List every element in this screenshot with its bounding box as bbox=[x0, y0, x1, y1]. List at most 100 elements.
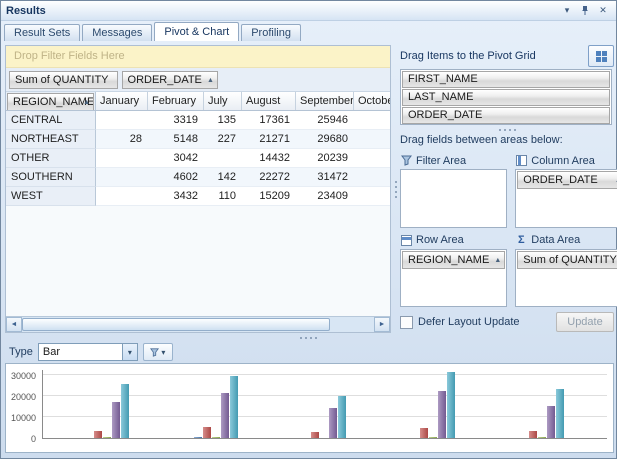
vertical-splitter[interactable] bbox=[392, 45, 399, 333]
chart-bar-september bbox=[338, 395, 347, 438]
data-cell: 17361 bbox=[242, 111, 296, 130]
data-cell: 227 bbox=[204, 130, 242, 149]
row-area-box[interactable]: REGION_NAME ▲ bbox=[400, 248, 508, 307]
chart-bar-february bbox=[202, 427, 211, 438]
data-area: Σ Data Area Sum of QUANTITY bbox=[515, 232, 617, 307]
panel-title: Results bbox=[6, 4, 46, 17]
horizontal-scrollbar[interactable]: ◄ ► bbox=[6, 316, 390, 332]
chart-filter-button[interactable]: ▾ bbox=[142, 343, 173, 361]
row-header-other[interactable]: OTHER bbox=[6, 149, 96, 168]
data-cell: 14432 bbox=[242, 149, 296, 168]
row-header-central[interactable]: CENTRAL bbox=[6, 111, 96, 130]
data-cell: 5148 bbox=[148, 130, 204, 149]
column-header-august[interactable]: August bbox=[242, 92, 296, 110]
pin-icon[interactable] bbox=[577, 3, 593, 18]
chart-bar-july bbox=[211, 437, 220, 438]
row-field-button[interactable]: REGION_NAME ▲ bbox=[7, 93, 94, 110]
combo-dropdown-icon[interactable]: ▾ bbox=[121, 344, 137, 360]
y-axis-label: 10000 bbox=[10, 413, 36, 423]
data-cell: 3042 bbox=[148, 149, 204, 168]
pivot-header-row: REGION_NAME ▲ January February July August Sep… bbox=[6, 92, 390, 111]
column-header-october[interactable]: October bbox=[354, 92, 390, 110]
field-item-order-date[interactable]: ORDER_DATE bbox=[402, 107, 610, 124]
grid-icon bbox=[595, 50, 607, 62]
row-area-label: Row Area bbox=[416, 234, 464, 246]
menu-arrow-icon[interactable]: ▾ bbox=[564, 5, 570, 15]
y-axis-label: 20000 bbox=[10, 392, 36, 402]
data-cell bbox=[96, 111, 148, 130]
column-area-box[interactable]: ORDER_DATE▲ bbox=[515, 169, 617, 228]
pivot-fields-row: Sum of QUANTITY ORDER_DATE ▲ bbox=[6, 68, 390, 92]
data-area-label: Data Area bbox=[531, 234, 581, 246]
filter-area: Filter Area bbox=[400, 152, 508, 228]
data-cell bbox=[96, 187, 148, 206]
chart-type-select[interactable]: Bar ▾ bbox=[37, 343, 138, 361]
row-header-northeast[interactable]: NORTHEAST bbox=[6, 130, 96, 149]
chart-bar-september bbox=[120, 383, 129, 438]
chart-bar-september bbox=[229, 375, 238, 438]
panel-titlebar: Results ▾ ✕ bbox=[1, 1, 616, 21]
tab-strip: Result Sets Messages Pivot & Chart Profilin… bbox=[1, 21, 616, 41]
gridline bbox=[43, 416, 607, 417]
chart-bar-september bbox=[447, 371, 456, 438]
data-field-button[interactable]: Sum of QUANTITY bbox=[9, 71, 118, 89]
chart-bar-august bbox=[329, 407, 338, 438]
row-header-west[interactable]: WEST bbox=[6, 187, 96, 206]
data-cell: 29680 bbox=[296, 130, 354, 149]
tab-messages[interactable]: Messages bbox=[82, 24, 153, 41]
close-icon[interactable]: ✕ bbox=[599, 5, 607, 15]
drag-areas-label: Drag fields between areas below: bbox=[400, 134, 563, 146]
tab-result-sets[interactable]: Result Sets bbox=[4, 24, 81, 41]
sort-asc-icon: ▲ bbox=[206, 77, 214, 84]
data-cell bbox=[204, 149, 242, 168]
update-button[interactable]: Update bbox=[556, 312, 614, 332]
column-area-field-button[interactable]: ORDER_DATE▲ bbox=[517, 171, 617, 189]
field-item-last-name[interactable]: LAST_NAME bbox=[402, 89, 610, 106]
defer-layout-label: Defer Layout Update bbox=[418, 316, 520, 328]
data-cell: 4602 bbox=[148, 168, 204, 187]
pivot-field-panel: Drag Items to the Pivot Grid FIRST_NAME L… bbox=[400, 45, 617, 333]
bar-group-other bbox=[302, 395, 347, 438]
data-cell: 22272 bbox=[242, 168, 296, 187]
table-row: NORTHEAST 28 5148 227 21271 29680 bbox=[6, 130, 390, 149]
column-header-july[interactable]: July bbox=[204, 92, 242, 110]
column-field-button[interactable]: ORDER_DATE ▲ bbox=[121, 71, 218, 89]
chart-type-label: Type bbox=[9, 346, 33, 358]
bar-group-west bbox=[520, 388, 565, 438]
column-header-january[interactable]: January bbox=[96, 92, 148, 110]
field-panel-header: Drag Items to the Pivot Grid bbox=[400, 45, 614, 69]
chart-groups bbox=[43, 370, 607, 438]
data-cell: 135 bbox=[204, 111, 242, 130]
field-item-first-name[interactable]: FIRST_NAME bbox=[402, 71, 610, 88]
data-cell: 3319 bbox=[148, 111, 204, 130]
column-header-september[interactable]: September bbox=[296, 92, 354, 110]
filter-area-box[interactable] bbox=[400, 169, 508, 228]
defer-layout-checkbox[interactable] bbox=[400, 315, 413, 329]
column-header-february[interactable]: February bbox=[148, 92, 204, 110]
row-field-cell: REGION_NAME ▲ bbox=[6, 92, 96, 110]
field-list-resize-grip[interactable] bbox=[400, 125, 614, 134]
chart-toolbar: Type Bar ▾ ▾ bbox=[1, 342, 616, 362]
row-header-southern[interactable]: SOUTHERN bbox=[6, 168, 96, 187]
chevron-down-icon: ▾ bbox=[161, 347, 166, 357]
pivot-areas: Filter Area Column Area ORDER_DATE▲ Row … bbox=[400, 152, 617, 307]
gridline bbox=[43, 374, 607, 375]
tab-pivot-chart[interactable]: Pivot & Chart bbox=[154, 22, 240, 41]
scroll-track[interactable] bbox=[330, 317, 374, 332]
horizontal-splitter[interactable] bbox=[1, 334, 616, 342]
scroll-right-icon[interactable]: ► bbox=[374, 317, 390, 332]
chart-plot-area bbox=[42, 370, 607, 439]
data-area-box[interactable]: Sum of QUANTITY bbox=[515, 248, 617, 307]
scroll-left-icon[interactable]: ◄ bbox=[6, 317, 22, 332]
scroll-thumb[interactable] bbox=[22, 318, 330, 331]
data-cell bbox=[354, 130, 390, 149]
pivot-grid-filler bbox=[6, 206, 390, 316]
column-area: Column Area ORDER_DATE▲ bbox=[515, 152, 617, 228]
layout-grid-button[interactable] bbox=[588, 45, 614, 67]
data-area-field-button[interactable]: Sum of QUANTITY bbox=[517, 250, 617, 269]
filter-icon bbox=[400, 155, 412, 167]
tab-profiling[interactable]: Profiling bbox=[241, 24, 301, 41]
row-area-field-button[interactable]: REGION_NAME ▲ bbox=[402, 250, 506, 269]
data-cell: 21271 bbox=[242, 130, 296, 149]
filter-fields-drop-zone[interactable]: Drop Filter Fields Here bbox=[6, 46, 390, 68]
